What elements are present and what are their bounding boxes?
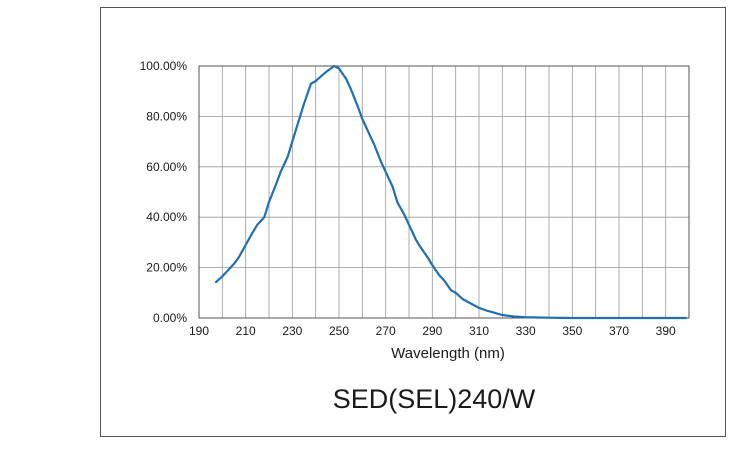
x-axis-label: Wavelength (nm) [391, 345, 505, 362]
chart: 0.00% 20.00% 40.00% 60.00% 80.00% 100.00% 190… [140, 59, 690, 414]
x-tick-label: 370 [609, 324, 629, 338]
y-tick-label: 80.00% [146, 109, 187, 123]
x-axis-ticks: 190 210 230 250 270 290 310 330 350 370 390 [189, 324, 676, 338]
x-tick-label: 330 [516, 324, 536, 338]
grid [199, 66, 689, 318]
y-tick-label: 60.00% [146, 160, 187, 174]
x-tick-label: 270 [376, 324, 396, 338]
x-tick-label: 230 [282, 324, 302, 338]
x-tick-label: 350 [562, 324, 582, 338]
x-tick-label: 390 [656, 324, 676, 338]
y-tick-label: 20.00% [146, 261, 187, 275]
x-tick-label: 190 [189, 324, 209, 338]
x-tick-label: 310 [469, 324, 489, 338]
chart-frame: 0.00% 20.00% 40.00% 60.00% 80.00% 100.00% 190… [100, 7, 726, 437]
series-line [214, 64, 687, 320]
x-tick-label: 250 [329, 324, 349, 338]
plot-area [198, 65, 690, 319]
y-axis-ticks: 0.00% 20.00% 40.00% 60.00% 80.00% 100.00% [140, 59, 188, 325]
x-tick-label: 290 [422, 324, 442, 338]
y-tick-label: 0.00% [153, 311, 187, 325]
x-tick-label: 210 [236, 324, 256, 338]
y-tick-label: 40.00% [146, 210, 187, 224]
y-tick-label: 100.00% [140, 59, 188, 73]
chart-title: SED(SEL)240/W [333, 384, 536, 414]
